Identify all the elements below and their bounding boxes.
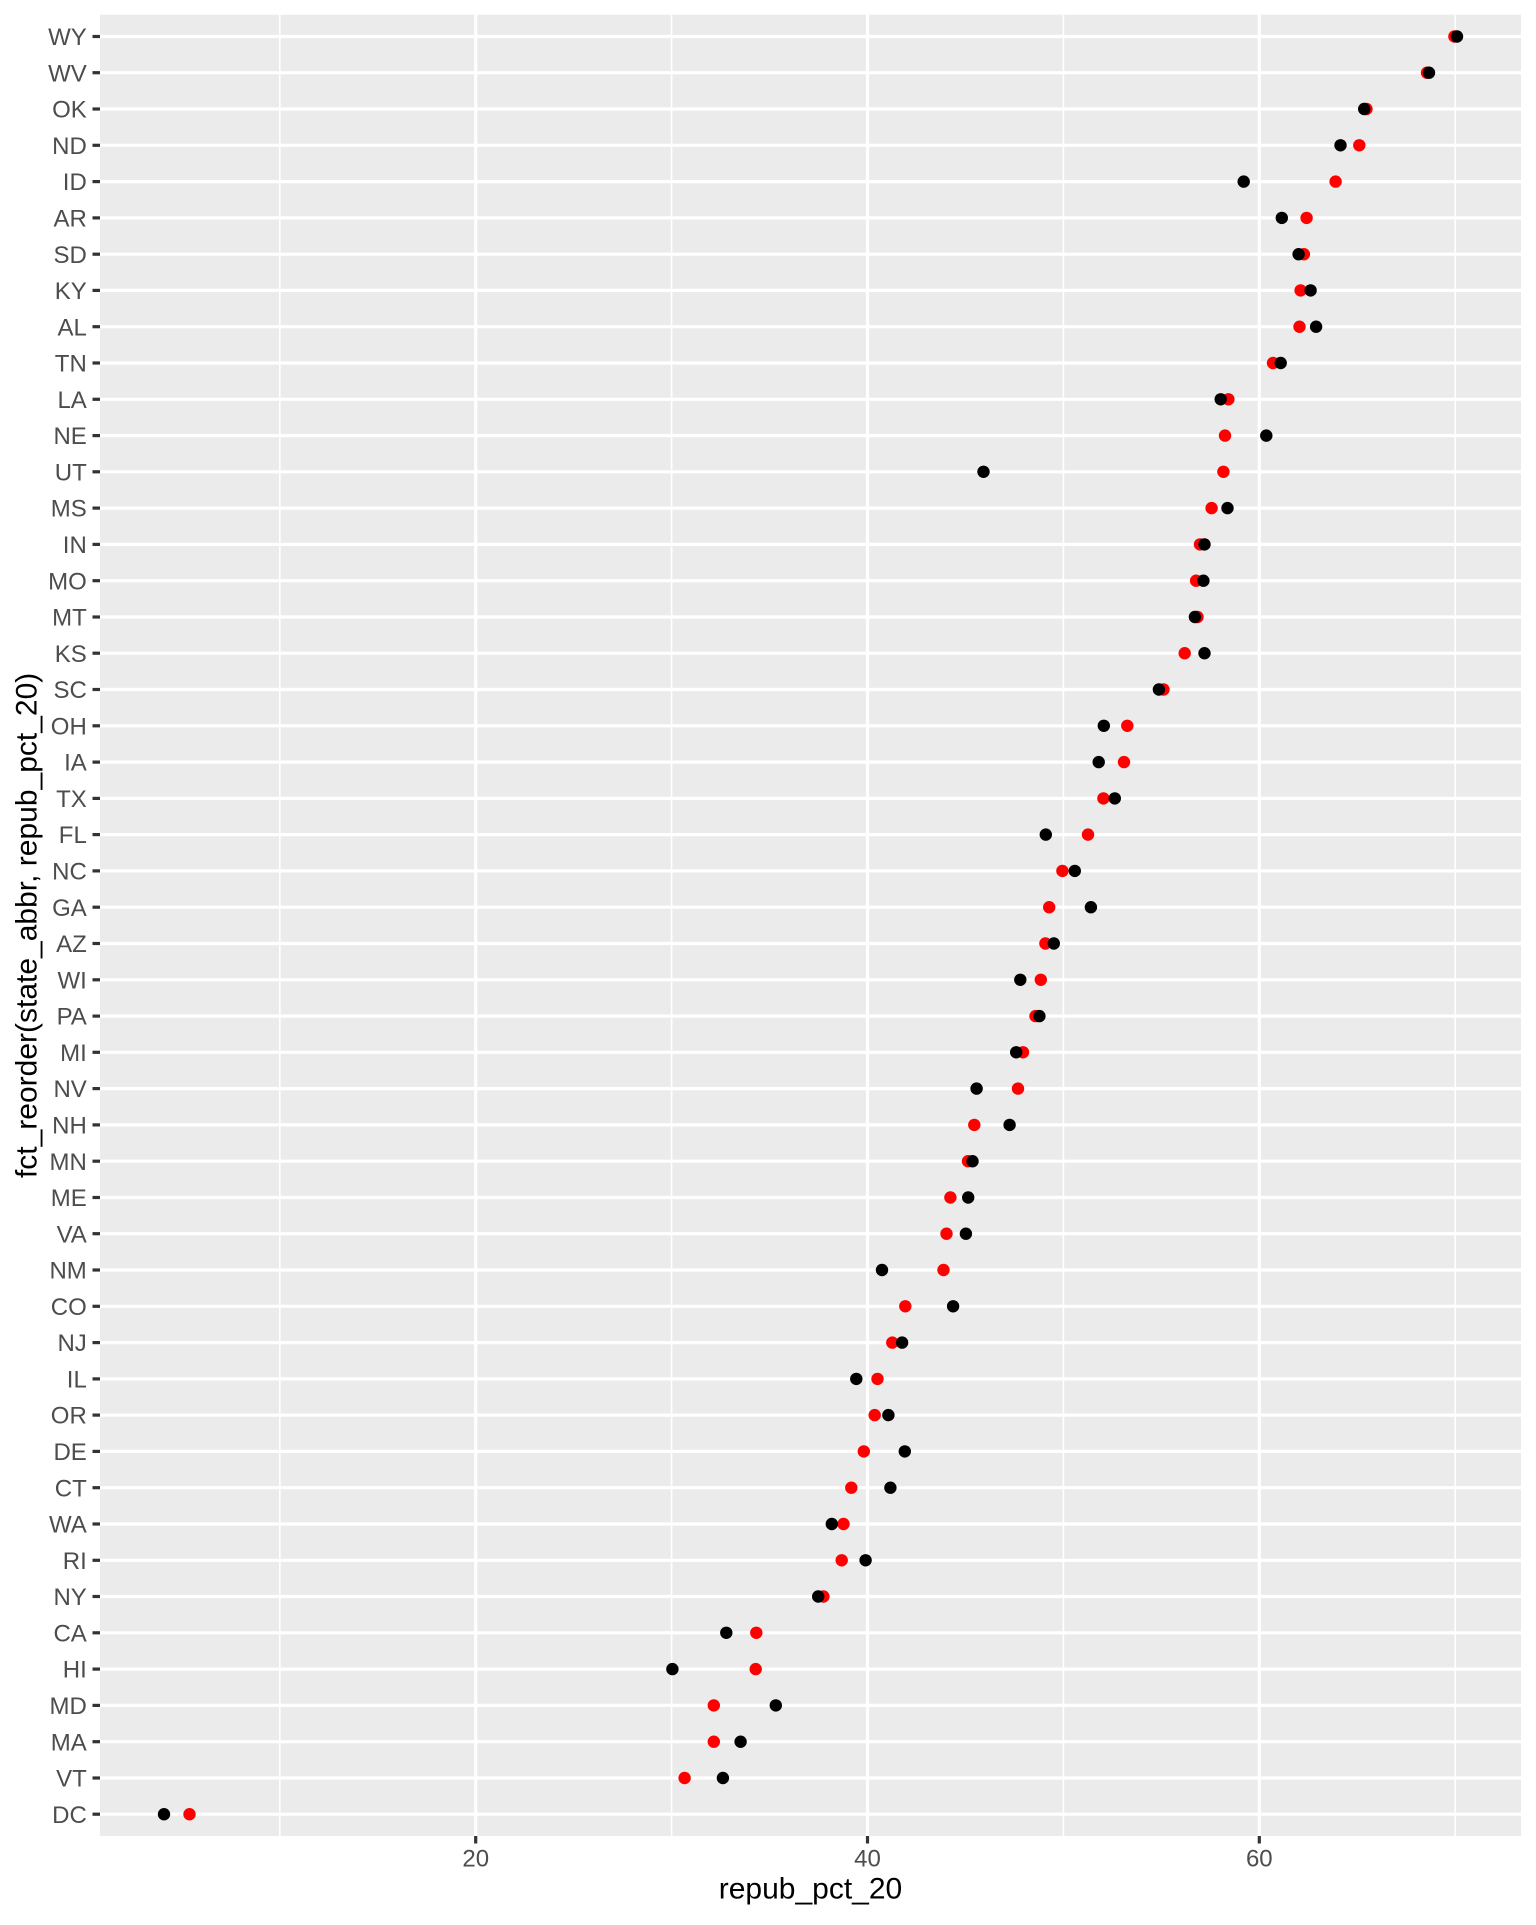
svg-text:LA: LA	[57, 387, 86, 414]
svg-text:OK: OK	[52, 97, 87, 124]
svg-text:CO: CO	[51, 1294, 87, 1321]
svg-text:SD: SD	[53, 242, 86, 269]
svg-text:HI: HI	[63, 1657, 87, 1684]
svg-text:NM: NM	[49, 1258, 86, 1285]
svg-text:IL: IL	[67, 1367, 87, 1394]
svg-text:RI: RI	[63, 1548, 87, 1575]
svg-text:ME: ME	[51, 1185, 87, 1212]
svg-text:60: 60	[1246, 1846, 1273, 1873]
svg-text:MD: MD	[49, 1693, 86, 1720]
svg-text:VT: VT	[56, 1766, 87, 1793]
svg-text:40: 40	[854, 1846, 881, 1873]
svg-text:TN: TN	[55, 351, 87, 378]
svg-text:MI: MI	[60, 1040, 87, 1067]
svg-text:TX: TX	[56, 786, 87, 813]
svg-text:MT: MT	[52, 605, 87, 632]
svg-text:OH: OH	[51, 713, 87, 740]
svg-text:ID: ID	[63, 169, 87, 196]
svg-text:AZ: AZ	[56, 931, 87, 958]
svg-text:FL: FL	[59, 822, 87, 849]
svg-text:20: 20	[462, 1846, 489, 1873]
svg-text:repub_pct_20: repub_pct_20	[719, 1873, 903, 1906]
svg-text:AL: AL	[57, 314, 86, 341]
svg-text:MN: MN	[49, 1149, 86, 1176]
svg-text:fct_reorder(state_abbr, repub_: fct_reorder(state_abbr, repub_pct_20)	[11, 673, 44, 1178]
svg-text:NH: NH	[52, 1113, 87, 1140]
svg-text:VA: VA	[57, 1221, 87, 1248]
svg-text:GA: GA	[52, 895, 87, 922]
svg-text:MO: MO	[48, 568, 87, 595]
svg-text:KY: KY	[55, 278, 87, 305]
svg-text:CT: CT	[55, 1475, 87, 1502]
svg-text:KS: KS	[55, 641, 87, 668]
svg-text:UT: UT	[55, 459, 87, 486]
svg-text:WY: WY	[48, 24, 87, 51]
svg-text:NE: NE	[53, 423, 86, 450]
svg-text:MA: MA	[51, 1729, 87, 1756]
svg-text:ND: ND	[52, 133, 87, 160]
svg-text:SC: SC	[53, 677, 86, 704]
svg-text:WV: WV	[48, 60, 87, 87]
svg-text:NY: NY	[53, 1584, 86, 1611]
svg-text:NC: NC	[52, 859, 87, 886]
svg-text:IN: IN	[63, 532, 87, 559]
svg-text:AR: AR	[53, 206, 86, 233]
svg-text:NJ: NJ	[57, 1330, 86, 1357]
svg-text:IA: IA	[64, 750, 87, 777]
svg-text:CA: CA	[53, 1620, 86, 1647]
svg-text:NV: NV	[53, 1076, 86, 1103]
svg-text:OR: OR	[51, 1403, 87, 1430]
svg-text:DE: DE	[53, 1439, 86, 1466]
svg-text:PA: PA	[57, 1004, 87, 1031]
svg-text:MS: MS	[51, 496, 87, 523]
svg-text:WA: WA	[49, 1512, 87, 1539]
svg-text:DC: DC	[52, 1802, 87, 1829]
svg-text:WI: WI	[57, 967, 86, 994]
